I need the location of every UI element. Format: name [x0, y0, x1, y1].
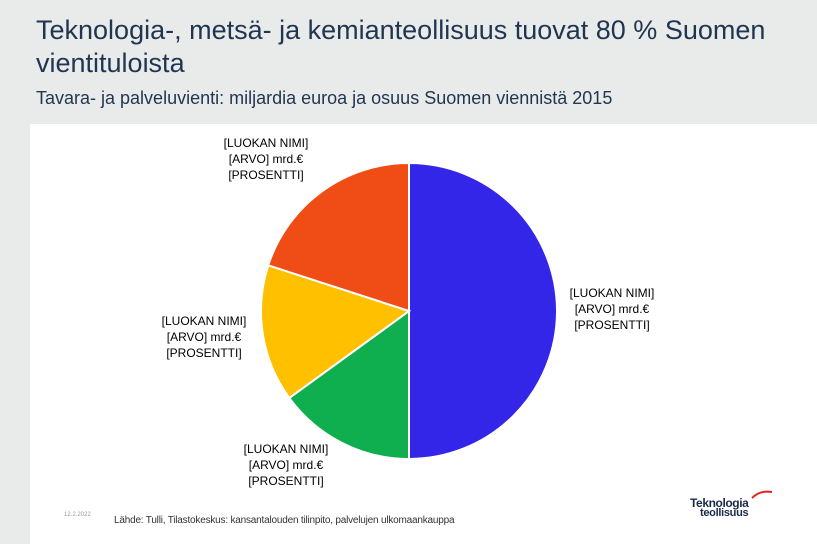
logo-swoosh-icon — [751, 490, 773, 499]
data-label-line: [ARVO] mrd.€ — [167, 330, 242, 344]
logo-text-line2: teollisuus — [700, 507, 749, 519]
source-note: Lähde: Tulli, Tilastokeskus: kansantalou… — [114, 515, 455, 526]
page-subtitle: Tavara- ja palveluvienti: miljardia euro… — [36, 88, 613, 108]
data-label-line: [PROSENTTI] — [574, 318, 649, 332]
pie-slice-2 — [287, 309, 410, 461]
page-title: Teknologia-, metsä- ja kemianteollisuus … — [36, 15, 766, 78]
data-label-line: [ARVO] mrd.€ — [249, 458, 324, 472]
data-label-line: [ARVO] mrd.€ — [575, 302, 650, 316]
data-label-2: [LUOKAN NIMI] [ARVO] mrd.€ [PROSENTTI] — [244, 442, 329, 488]
logo-text-line1: Teknologia — [690, 496, 749, 510]
pie-slice-4 — [266, 161, 410, 313]
data-label-line: [LUOKAN NIMI] — [162, 314, 247, 328]
teknologiateollisuus-logo: Teknologia teollisuus — [690, 490, 785, 520]
slide-date: 12.2.2022 — [64, 512, 91, 518]
data-label-line: [PROSENTTI] — [248, 474, 323, 488]
data-label-4: [LUOKAN NIMI] [ARVO] mrd.€ [PROSENTTI] — [224, 136, 309, 182]
data-label-line: [LUOKAN NIMI] — [224, 136, 309, 150]
data-label-line: [ARVO] mrd.€ — [229, 152, 304, 166]
data-label-line: [PROSENTTI] — [166, 346, 241, 360]
data-label-line: [LUOKAN NIMI] — [570, 286, 655, 300]
data-label-line: [PROSENTTI] — [228, 168, 303, 182]
pie-slice-1 — [408, 161, 558, 461]
data-label-3: [LUOKAN NIMI] [ARVO] mrd.€ [PROSENTTI] — [162, 314, 247, 360]
pie-slice-3 — [260, 264, 412, 400]
data-label-1: [LUOKAN NIMI] [ARVO] mrd.€ [PROSENTTI] — [570, 286, 655, 332]
data-label-line: [LUOKAN NIMI] — [244, 442, 329, 456]
